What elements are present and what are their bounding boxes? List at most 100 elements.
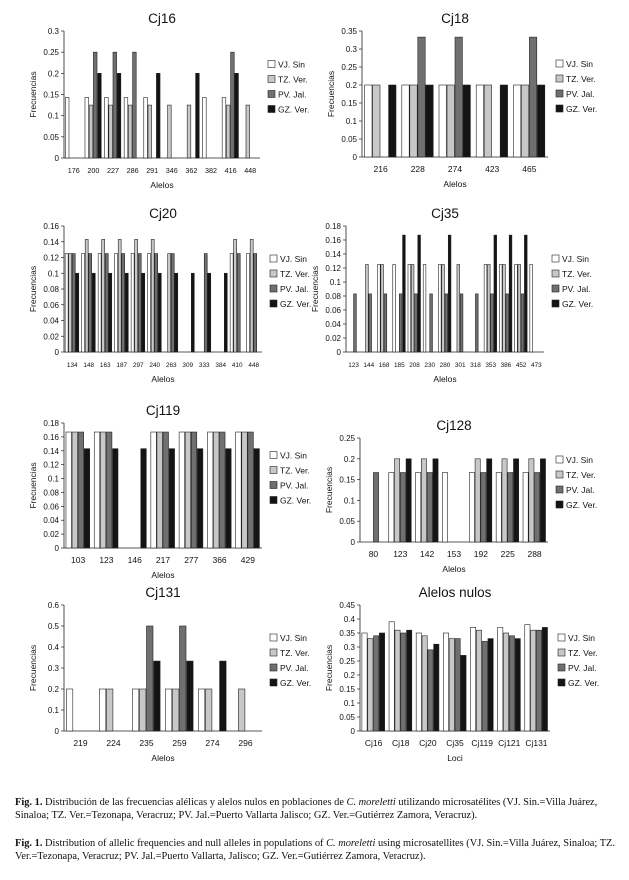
chart7-x-tick-label: 274 bbox=[205, 738, 219, 748]
chart1-bar-vj bbox=[143, 97, 148, 159]
chart8-bar-tz bbox=[503, 632, 509, 732]
chart4-bar-pv bbox=[429, 293, 433, 353]
chart1-x-tick-label: 448 bbox=[244, 166, 256, 175]
chart5-bar-gz bbox=[225, 448, 232, 549]
chart5-bar-vj bbox=[178, 431, 185, 549]
chart5-x-tick-label: 146 bbox=[128, 555, 142, 565]
chart7-y-tick-label: 0.2 bbox=[48, 685, 60, 694]
chart2-bar-vj bbox=[513, 84, 522, 158]
chart5-legend-label-tz: TZ. Ver. bbox=[280, 466, 310, 476]
caption-en-species: C. moreletti bbox=[326, 838, 376, 849]
chart8-bar-tz bbox=[394, 629, 401, 732]
chart1-bar-pv bbox=[132, 51, 137, 159]
chart8-bar-vj bbox=[388, 621, 395, 732]
chart2-title: Cj18 bbox=[441, 11, 469, 26]
chart8-legend-label-gz: GZ. Ver. bbox=[568, 678, 599, 688]
chart6-bar-pv bbox=[480, 472, 487, 543]
chart7-legend-label-tz: TZ. Ver. bbox=[280, 648, 310, 658]
chart4-bar-tz bbox=[502, 264, 506, 353]
chart3-y-tick-label: 0.1 bbox=[48, 269, 60, 278]
chart3-legend-label-gz: GZ. Ver. bbox=[280, 299, 311, 309]
chart1-bar-tz bbox=[245, 104, 250, 159]
chart4-x-tick-label: 208 bbox=[409, 362, 420, 369]
chart7-y-tick-label: 0.3 bbox=[48, 664, 60, 673]
chart8-x-tick-label: Cj16 bbox=[365, 738, 383, 748]
chart3-x-tick-label: 384 bbox=[215, 362, 226, 369]
chart8-y-tick-label: 0.05 bbox=[339, 713, 355, 722]
chart1-bar-vj bbox=[104, 97, 109, 159]
caption-es-text-before: Distribución de las frecuencias alélicas… bbox=[42, 797, 347, 808]
chart4-bar-pv bbox=[399, 293, 403, 353]
chart2-x-tick-label: 274 bbox=[448, 164, 462, 174]
chart4-bar-pv bbox=[368, 293, 372, 353]
chart8-bar-gz bbox=[514, 638, 521, 732]
chart3-bar-vj bbox=[114, 253, 118, 353]
chart2-legend-swatch-tz bbox=[555, 74, 564, 83]
chart3-bar-gz bbox=[91, 272, 96, 353]
chart5-bar-gz bbox=[168, 448, 175, 549]
chart2-y-tick-label: 0 bbox=[353, 153, 358, 162]
chart6-x-axis-title: Alelos bbox=[442, 564, 465, 574]
chart3-legend-swatch-gz bbox=[269, 299, 278, 308]
chart8-bar-vj bbox=[524, 624, 531, 732]
caption-english: Fig. 1. Distribution of allelic frequenc… bbox=[15, 838, 615, 863]
chart8-legend-swatch-vj bbox=[557, 633, 566, 642]
chart7-bar-tz bbox=[172, 688, 180, 732]
chart6-bar-tz bbox=[421, 458, 427, 543]
chart6-bar-tz bbox=[474, 458, 481, 543]
chart1-y-tick-label: 0.05 bbox=[43, 133, 59, 142]
chart5-bar-vj bbox=[207, 431, 214, 549]
chart3-x-tick-label: 187 bbox=[116, 362, 127, 369]
chart6-bar-tz bbox=[501, 458, 508, 543]
chart3-bar-vj bbox=[81, 253, 85, 353]
chart1-x-tick-label: 286 bbox=[127, 166, 139, 175]
chart3-x-tick-label: 448 bbox=[248, 362, 259, 369]
caption-en-label: Fig. 1. bbox=[15, 838, 43, 849]
chart5-y-tick-label: 0.18 bbox=[43, 419, 59, 428]
chart5-legend-swatch-gz bbox=[269, 496, 278, 504]
chart4-bar-vj bbox=[483, 264, 488, 353]
chart8-bar-gz bbox=[487, 638, 494, 732]
chart3-legend-swatch-tz bbox=[269, 269, 278, 278]
chart7-x-tick-label: 235 bbox=[139, 738, 153, 748]
chart3-x-tick-label: 297 bbox=[133, 362, 144, 369]
chart6-y-tick-label: 0.2 bbox=[344, 455, 356, 464]
chart4-x-tick-label: 318 bbox=[470, 362, 481, 369]
chart6-bar-pv bbox=[426, 472, 433, 543]
chart6-bar-gz bbox=[405, 458, 412, 543]
chart8-bar-tz bbox=[367, 638, 374, 732]
chart3-bar-gz bbox=[141, 272, 146, 353]
chart1-bar-gz bbox=[195, 73, 200, 159]
chart1-bar-vj bbox=[84, 97, 89, 159]
chart3-x-tick-label: 240 bbox=[149, 362, 160, 369]
chart6-legend-label-gz: GZ. Ver. bbox=[566, 500, 597, 510]
chart1-x-tick-label: 382 bbox=[205, 166, 217, 175]
chart8-x-tick-label: Cj35 bbox=[446, 738, 464, 748]
chart1-x-tick-label: 362 bbox=[185, 166, 197, 175]
chart8-x-tick-label: Cj20 bbox=[419, 738, 437, 748]
chart4-bar-pv bbox=[475, 293, 479, 353]
chart1-x-axis-title: Alelos bbox=[150, 180, 173, 190]
chart7-x-tick-label: 296 bbox=[238, 738, 252, 748]
chart7-x-axis-title: Alelos bbox=[151, 753, 174, 763]
chart5-x-tick-label: 429 bbox=[241, 555, 255, 565]
chart4-bar-gz bbox=[447, 234, 452, 353]
chart4-legend-swatch-tz bbox=[551, 269, 560, 278]
chart6-bar-vj bbox=[495, 472, 502, 543]
chart1-x-tick-label: 346 bbox=[166, 166, 178, 175]
chart4-x-tick-label: 144 bbox=[364, 362, 375, 369]
chart1-bar-vj bbox=[123, 97, 129, 159]
chart4-bar-vj bbox=[377, 264, 381, 353]
chart4-bar-gz bbox=[402, 234, 406, 353]
chart6-bar-vj bbox=[388, 472, 395, 543]
chart4-y-tick-label: 0.12 bbox=[325, 264, 341, 273]
chart4-y-tick-label: 0.04 bbox=[325, 320, 341, 329]
chart2-x-tick-label: 216 bbox=[374, 164, 388, 174]
chart8-bar-pv bbox=[427, 649, 434, 732]
caption-spanish: Fig. 1. Distribución de las frecuencias … bbox=[15, 797, 615, 822]
chart1-bar-tz bbox=[128, 104, 133, 159]
chart2-bar-pv bbox=[529, 36, 538, 158]
chart5-legend-swatch-vj bbox=[269, 451, 278, 459]
chart4-bar-tz bbox=[487, 264, 491, 353]
chart6-x-tick-label: 288 bbox=[527, 549, 541, 559]
